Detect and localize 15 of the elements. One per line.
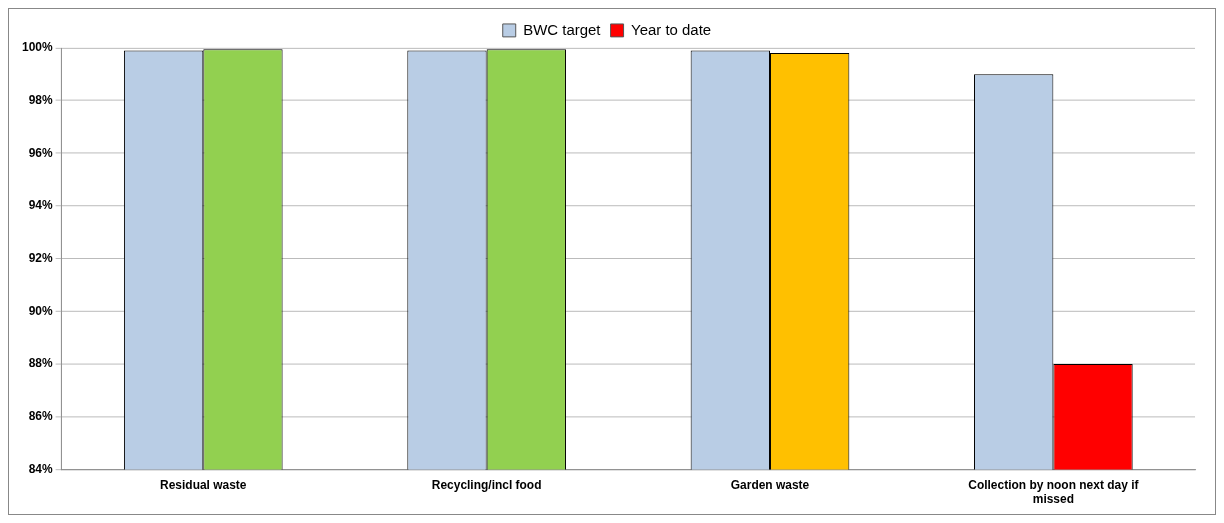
y-tick-label: 96%: [28, 145, 53, 160]
y-tick-label: 92%: [28, 250, 53, 265]
y-tick-label: 84%: [28, 461, 53, 476]
y-tick-label: 94%: [28, 198, 53, 213]
y-tick-label: 98%: [28, 92, 53, 107]
y-tick-label: 90%: [28, 303, 53, 318]
y-tick-label: 88%: [28, 356, 53, 371]
legend-label: Year to date: [631, 20, 712, 38]
x-tick-label: Collection by noon next day if missed: [968, 477, 1139, 507]
x-tick-label: Recycling/incl food: [431, 477, 542, 492]
x-tick-label: Garden waste: [730, 477, 810, 492]
legend-label: BWC target: [523, 20, 602, 38]
y-tick-label: 100%: [22, 40, 53, 55]
x-tick-label: Residual waste: [160, 477, 247, 492]
y-tick-label: 86%: [28, 409, 53, 423]
